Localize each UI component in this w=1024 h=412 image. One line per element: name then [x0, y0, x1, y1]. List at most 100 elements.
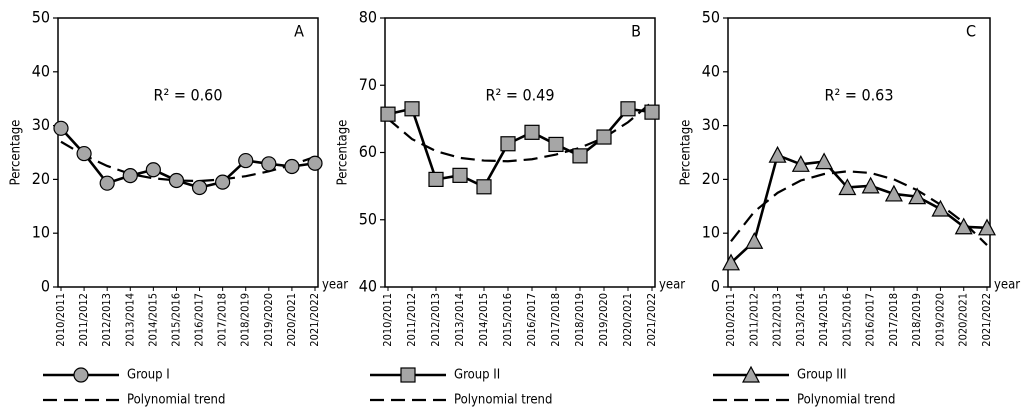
- annotation: R² = 0.49: [485, 86, 554, 105]
- y-tick-label: 50: [359, 209, 377, 228]
- marker: [53, 120, 69, 136]
- marker: [954, 217, 973, 235]
- marker: [768, 145, 787, 163]
- marker: [284, 158, 300, 175]
- legend-label: Group III: [797, 368, 847, 383]
- x-tick-label: 2020/2021: [621, 293, 634, 347]
- plot-frame: [57, 17, 319, 288]
- marker: [931, 199, 950, 217]
- marker: [791, 155, 810, 172]
- x-tick-label: 2017/2018: [549, 293, 562, 347]
- marker: [644, 104, 660, 120]
- x-tick-label: 2020/2021: [285, 293, 298, 347]
- x-tick-label: 2017/2018: [887, 293, 900, 347]
- marker: [838, 178, 857, 196]
- x-tick-label: 2010/2011: [54, 293, 67, 347]
- x-tick-label: 2012/2013: [771, 293, 784, 347]
- x-tick-label: 2016/2017: [864, 293, 877, 347]
- series-line: [60, 127, 316, 189]
- x-tick-label: 2021/2022: [645, 293, 658, 347]
- marker: [428, 171, 444, 187]
- marker: [145, 162, 161, 178]
- legend-marker: [73, 367, 89, 383]
- x-tick-label: 2019/2020: [597, 293, 610, 347]
- marker: [978, 218, 996, 236]
- x-axis-label: year: [659, 278, 685, 293]
- annotation: R² = 0.60: [153, 86, 222, 105]
- x-axis-label: year: [994, 278, 1020, 293]
- x-tick-label: 2018/2019: [573, 293, 586, 347]
- y-tick-label: 60: [359, 142, 377, 161]
- marker: [122, 168, 138, 184]
- marker: [380, 106, 396, 122]
- y-tick-label: 40: [359, 277, 377, 296]
- plot-frame: [727, 17, 991, 288]
- panel-label: C: [966, 22, 976, 41]
- annotation: R² = 0.63: [824, 86, 893, 105]
- x-tick-label: 2014/2015: [817, 293, 830, 347]
- x-tick-label: 2013/2014: [453, 293, 466, 347]
- x-tick-label: 2016/2017: [525, 293, 538, 347]
- marker: [476, 179, 492, 195]
- y-tick-label: 0: [711, 277, 720, 296]
- marker: [99, 175, 115, 191]
- x-axis-label: year: [322, 278, 348, 293]
- marker: [261, 156, 277, 172]
- x-tick-label: 2018/2019: [239, 293, 252, 347]
- panel-label: B: [631, 22, 641, 41]
- x-tick-label: 2015/2016: [501, 293, 514, 347]
- marker: [596, 129, 612, 145]
- legend-marker: [400, 367, 416, 383]
- x-tick-label: 2013/2014: [123, 293, 136, 347]
- x-tick-label: 2014/2015: [146, 293, 159, 347]
- marker: [404, 101, 420, 117]
- y-tick-label: 10: [702, 223, 720, 242]
- panel-label: A: [294, 22, 304, 41]
- x-tick-label: 2013/2014: [794, 293, 807, 347]
- marker: [76, 145, 92, 162]
- x-tick-label: 2012/2013: [100, 293, 113, 347]
- marker: [745, 231, 764, 249]
- x-tick-label: 2011/2012: [77, 293, 90, 347]
- marker: [908, 187, 927, 205]
- trend-line: [730, 170, 988, 246]
- x-tick-label: 2015/2016: [169, 293, 182, 347]
- marker: [620, 101, 636, 117]
- x-tick-label: 2010/2011: [724, 293, 737, 347]
- x-tick-label: 2019/2020: [933, 293, 946, 347]
- legend-label: Polynomial trend: [454, 393, 552, 408]
- y-tick-label: 40: [32, 61, 50, 80]
- marker: [307, 155, 323, 171]
- legend-marker: [742, 365, 760, 383]
- y-tick-label: 70: [359, 75, 377, 94]
- y-axis-label: Percentage: [9, 120, 24, 186]
- y-tick-label: 10: [32, 223, 50, 242]
- y-axis-label: Percentage: [336, 120, 351, 186]
- marker: [500, 136, 516, 152]
- x-tick-label: 2014/2015: [477, 293, 490, 347]
- y-tick-label: 80: [359, 8, 377, 27]
- y-tick-label: 30: [702, 115, 720, 134]
- marker: [191, 179, 208, 196]
- x-tick-label: 2011/2012: [405, 293, 418, 347]
- marker: [861, 176, 880, 194]
- x-tick-label: 2021/2022: [308, 293, 321, 347]
- x-tick-label: 2019/2020: [262, 293, 275, 347]
- y-tick-label: 50: [32, 8, 50, 27]
- x-tick-label: 2015/2016: [840, 293, 853, 347]
- x-tick-label: 2012/2013: [429, 293, 442, 347]
- trend-line: [60, 140, 316, 183]
- y-tick-label: 50: [702, 8, 720, 27]
- y-tick-label: 40: [702, 61, 720, 80]
- x-tick-label: 2016/2017: [193, 293, 206, 347]
- y-tick-label: 30: [32, 115, 50, 134]
- marker: [215, 174, 231, 190]
- legend-label: Group I: [127, 368, 170, 383]
- x-tick-label: 2010/2011: [381, 293, 394, 347]
- y-tick-label: 0: [41, 277, 50, 296]
- x-tick-label: 2020/2021: [957, 293, 970, 347]
- marker: [572, 148, 588, 164]
- marker: [524, 124, 540, 140]
- y-tick-label: 20: [32, 169, 50, 188]
